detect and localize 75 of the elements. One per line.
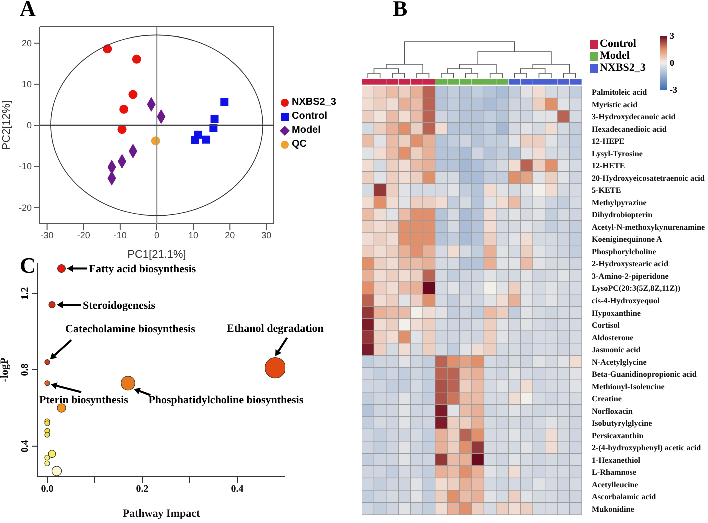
x-tick-label: 30 <box>262 230 272 240</box>
y-tick-label: L-Rhamnose <box>592 468 637 478</box>
y-tick-label: Dihydrobiopterin <box>592 210 654 220</box>
x-tick-label: 0 <box>154 230 160 240</box>
y-tick-label: -20 <box>18 202 32 213</box>
x-tick-label: -20 <box>77 230 90 240</box>
y-tick-label: 2-Hydroxystearic acid <box>592 260 669 269</box>
y-tick-label: Norfloxacin <box>592 406 634 416</box>
x-tick-label: -10 <box>114 230 127 240</box>
y-tick-label: Persicaxanthin <box>592 431 644 440</box>
chart-title: A <box>20 0 36 22</box>
color-bar-label: 3 <box>670 31 675 41</box>
y-tick-label: Cortisol <box>592 321 621 330</box>
category-label: NXBS2_3 <box>600 62 646 74</box>
annotation: Fatty acid biosynthesis <box>89 264 197 276</box>
y-tick-label: 20-Hydroxyeicosatetraenoic acid <box>592 174 706 183</box>
y-tick-label: 0.8 <box>20 364 31 376</box>
y-tick-label: Hexadecanedioic acid <box>592 124 668 134</box>
y-axis-title: -logP <box>0 358 11 382</box>
annotation: Phosphatidylcholine biosynthesis <box>148 394 304 406</box>
y-tick-label: 12-HETE <box>592 162 626 171</box>
x-tick-label: 20 <box>225 230 236 240</box>
y-tick-label: 1-Hexanethiol <box>592 456 642 465</box>
y-tick-label: 2-(4-hydroxyphenyl) acetic acid <box>592 444 702 453</box>
y-tick-label: Koeniginequinone A <box>592 235 663 244</box>
x-axis-title: Pathway Impact <box>122 508 200 520</box>
y-tick-label: 5-KETE <box>592 186 622 196</box>
y-tick-label: Phosphorylcholine <box>592 247 657 256</box>
y-tick-label: LysoPC(20:3(5Z,8Z,11Z)) <box>592 284 681 294</box>
annotation: Catecholamine biosynthesis <box>66 323 196 336</box>
y-tick-label: Methylpyrazine <box>592 198 648 208</box>
y-tick-label: Hypoxanthine <box>592 308 642 318</box>
y-tick-label: Jasmonic acid <box>592 346 642 355</box>
x-tick-label: -30 <box>40 230 54 240</box>
legend-label: QC <box>292 139 307 150</box>
y-tick-label: Palmitoleic acid <box>592 88 648 98</box>
chart-title: C <box>20 253 36 279</box>
y-tick-label: Acetyl-N-methoxykynurenamine <box>592 222 706 232</box>
y-tick-label: Aldosterone <box>592 333 634 342</box>
annotation: Pterin biosynthesis <box>40 394 130 406</box>
y-axis-title: PC2[12%] <box>0 100 13 150</box>
y-tick-label: Lysyl-Tyrosine <box>592 149 644 158</box>
x-tick-label: 10 <box>188 230 199 240</box>
legend-label: Model <box>292 125 321 136</box>
chart-title: B <box>393 0 408 22</box>
category-label: Control <box>600 38 636 50</box>
y-tick-label: 10 <box>22 80 32 90</box>
y-tick-label: Acetylleucine <box>592 480 639 490</box>
annotation: Ethanol degradation <box>227 323 324 336</box>
legend-label: NXBS2_3 <box>292 97 336 108</box>
y-tick-label: 3-Amino-2-piperidone <box>592 272 670 281</box>
y-tick-label: Isobutyrylglycine <box>592 419 653 428</box>
y-tick-label: cis-4-Hydroxyequol <box>592 296 660 306</box>
x-axis-title: PC1[21.1%] <box>128 249 186 261</box>
x-tick-label: 0.2 <box>136 484 149 496</box>
annotation: Steroidogenesis <box>82 300 156 312</box>
color-bar-label: -3 <box>670 85 678 95</box>
y-tick-label: 3-Hydroxydecanoic acid <box>592 112 676 122</box>
y-tick-label: -10 <box>18 162 32 172</box>
y-tick-label: Beta-Guanidinopropionic acid <box>592 370 698 380</box>
y-tick-label: N-Acetylglycine <box>592 358 648 367</box>
y-tick-label: Mukonidine <box>592 504 635 514</box>
y-tick-label: 1.2 <box>20 287 31 300</box>
y-tick-label: 0 <box>26 120 32 131</box>
x-tick-label: 0.0 <box>41 484 54 496</box>
y-tick-label: Myristic acid <box>592 100 638 110</box>
category-label: Model <box>600 50 630 62</box>
y-tick-label: Methionyl-Isoleucine <box>592 382 666 392</box>
legend-label: Control <box>292 111 328 122</box>
y-tick-label: 20 <box>22 38 32 49</box>
y-tick-label: 0.4 <box>20 440 31 453</box>
y-tick-label: Creatine <box>592 394 622 404</box>
x-tick-label: 0.4 <box>231 484 244 496</box>
y-tick-label: Ascorbalamic acid <box>592 492 657 502</box>
y-tick-label: 12-HEPE <box>592 137 625 146</box>
